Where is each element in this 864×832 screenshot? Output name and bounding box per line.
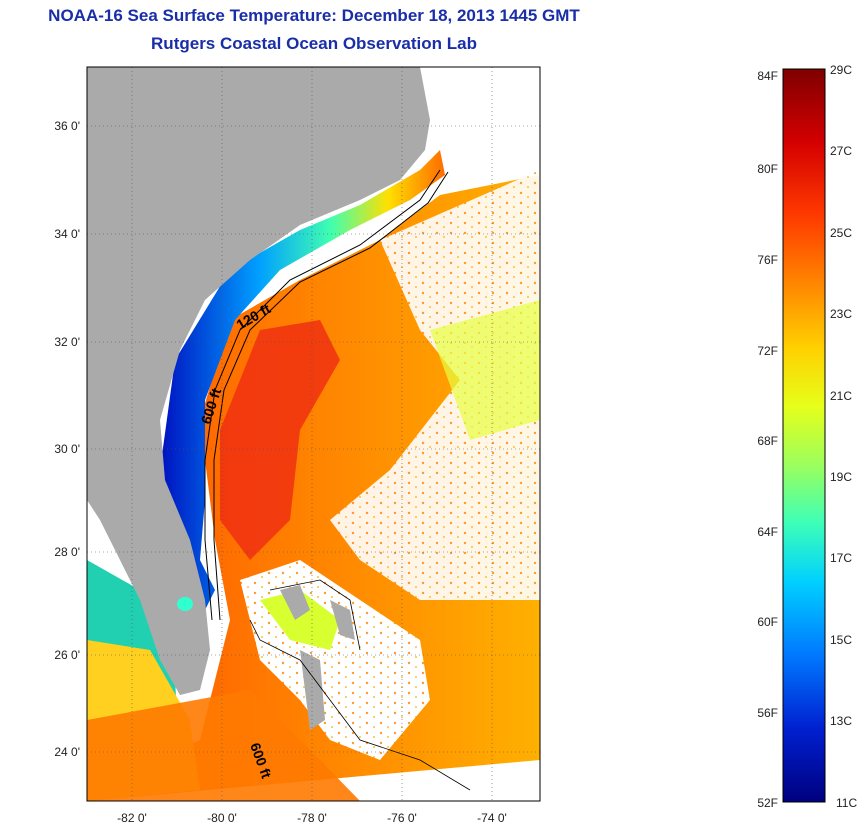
temperature-colorbar xyxy=(782,68,826,803)
fahrenheit-label: 52F xyxy=(757,796,778,810)
celsius-label: 21C xyxy=(830,389,852,403)
map-frame xyxy=(86,66,541,802)
celsius-label: 25C xyxy=(830,226,852,240)
lat-tick: 28 0' xyxy=(54,545,80,559)
lat-tick: 32 0' xyxy=(54,335,80,349)
lat-tick: 26 0' xyxy=(54,648,80,662)
fahrenheit-label: 80F xyxy=(757,162,778,176)
celsius-label: 27C xyxy=(830,144,852,158)
longitude-axis: -82 0' -80 0' -78 0' -76 0' -74 0' xyxy=(117,811,507,825)
lon-tick: -74 0' xyxy=(477,811,507,825)
sst-map-area xyxy=(87,67,540,801)
fahrenheit-label: 76F xyxy=(757,253,778,267)
fahrenheit-label: 64F xyxy=(757,525,778,539)
fahrenheit-label: 84F xyxy=(757,69,778,83)
land-mass xyxy=(87,67,430,695)
colorbar-fahrenheit-axis: 84F 80F 76F 72F 68F 64F 60F 56F 52F xyxy=(757,69,778,810)
lat-tick: 24 0' xyxy=(54,745,80,759)
fahrenheit-label: 56F xyxy=(757,706,778,720)
colorbar-celsius-axis: 29C 27C 25C 23C 21C 19C 17C 15C 13C 11C xyxy=(830,63,857,810)
fahrenheit-label: 72F xyxy=(757,344,778,358)
celsius-label: 29C xyxy=(830,63,852,77)
map-subtitle: Rutgers Coastal Ocean Observation Lab xyxy=(151,34,477,53)
lon-tick: -80 0' xyxy=(207,811,237,825)
lon-tick: -82 0' xyxy=(117,811,147,825)
lat-tick: 36 0' xyxy=(54,119,80,133)
lat-tick: 30 0' xyxy=(54,442,80,456)
fahrenheit-label: 60F xyxy=(757,615,778,629)
celsius-label: 23C xyxy=(830,307,852,321)
celsius-label: 11C xyxy=(836,796,857,810)
lat-tick: 34 0' xyxy=(54,227,80,241)
celsius-label: 17C xyxy=(830,551,852,565)
celsius-label: 13C xyxy=(830,714,852,728)
latitude-axis: 36 0' 34 0' 32 0' 30 0' 28 0' 26 0' 24 0… xyxy=(54,119,80,759)
celsius-label: 19C xyxy=(830,470,852,484)
celsius-label: 15C xyxy=(830,633,852,647)
lon-tick: -78 0' xyxy=(297,811,327,825)
lon-tick: -76 0' xyxy=(387,811,417,825)
map-title: NOAA-16 Sea Surface Temperature: Decembe… xyxy=(48,6,580,25)
fahrenheit-label: 68F xyxy=(757,434,778,448)
